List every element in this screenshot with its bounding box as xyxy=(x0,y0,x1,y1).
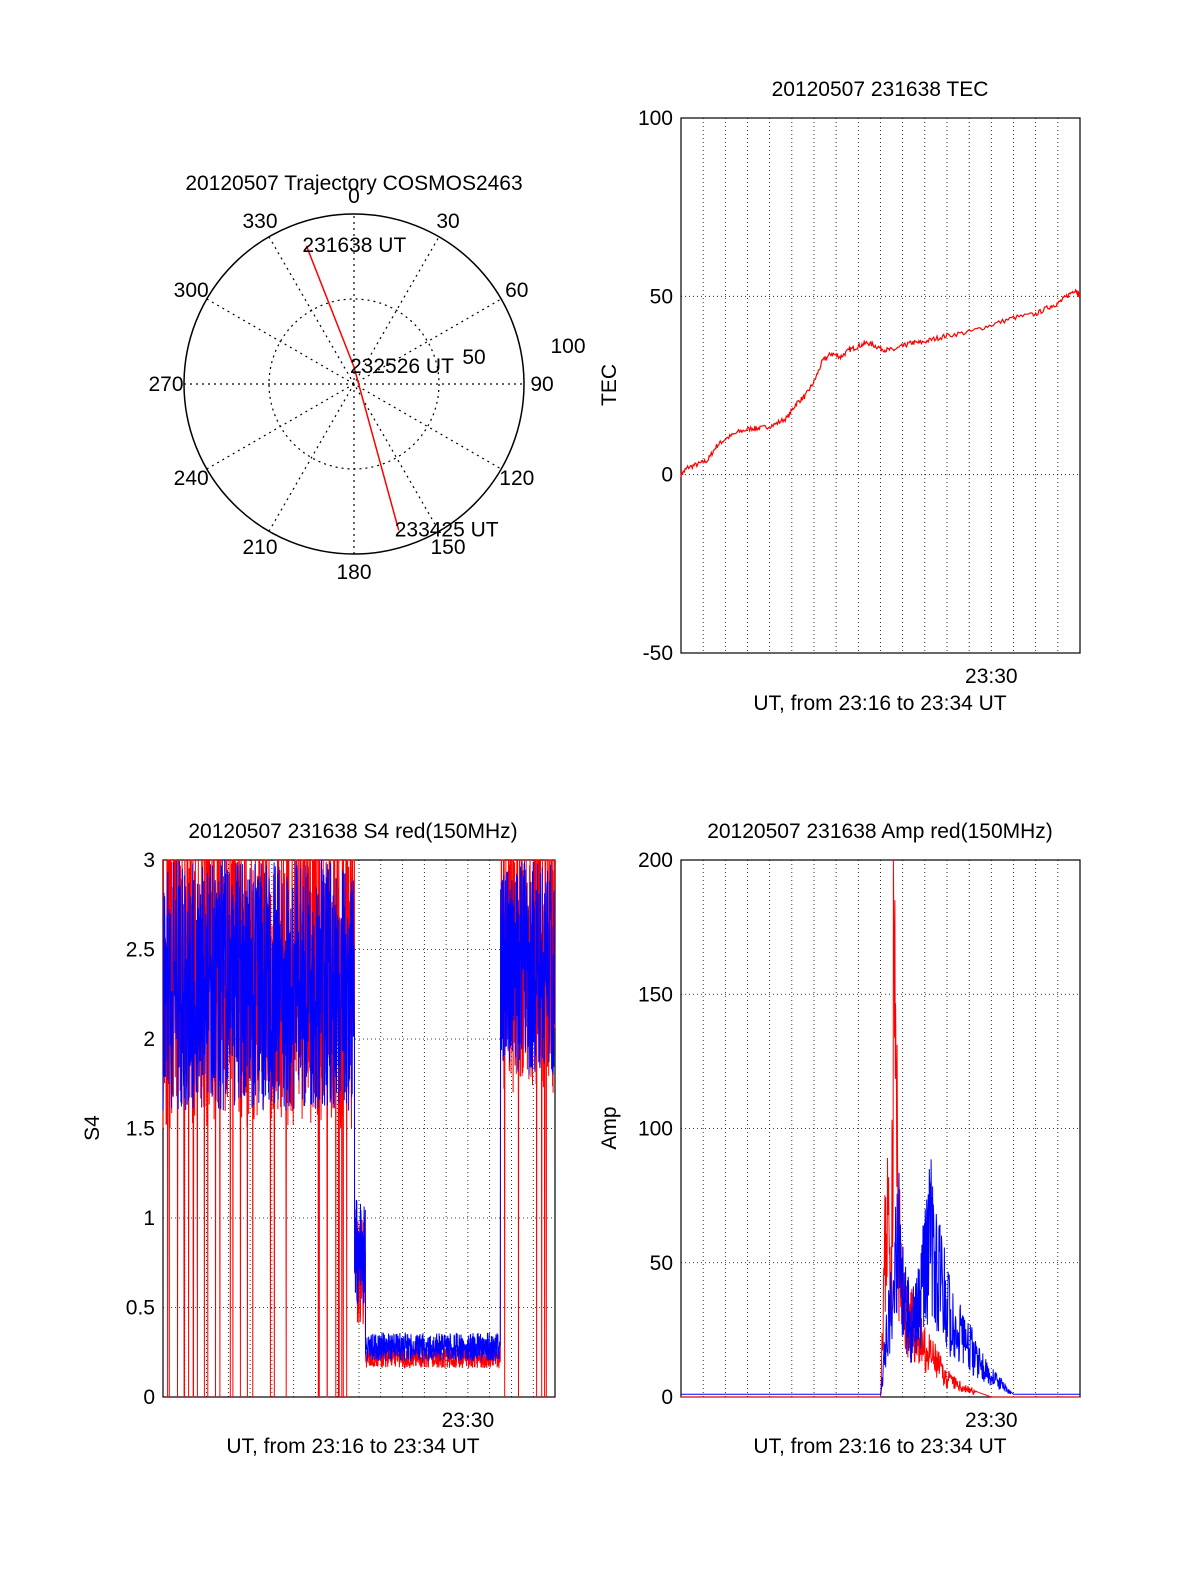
s4-xtick: 23:30 xyxy=(442,1409,495,1432)
polar-spoke-150 xyxy=(268,236,440,532)
tec-ytick-100: 100 xyxy=(638,107,673,130)
s4-ytick-1: 1 xyxy=(143,1207,155,1230)
s4-ytick-0: 0 xyxy=(143,1386,155,1409)
amp-ytick-200: 200 xyxy=(638,849,673,872)
azimuth-label-180: 180 xyxy=(336,561,371,584)
radial-label-50: 50 xyxy=(462,346,485,369)
amp-xtick: 23:30 xyxy=(965,1409,1018,1432)
amp-series-line-0 xyxy=(681,859,1080,1398)
tec-ytick-50: 50 xyxy=(650,285,673,308)
amp-series-line-1 xyxy=(681,1159,1080,1395)
polar-labels: 0 30 60 90 120 150 180 210 240 270 300 330 50 100 xyxy=(148,185,585,584)
tec-title: 20120507 231638 TEC xyxy=(772,78,989,101)
s4-ytick-2.5: 2.5 xyxy=(126,939,155,962)
azimuth-label-60: 60 xyxy=(505,279,528,302)
polar-grid xyxy=(183,213,525,555)
tec-xtick: 23:30 xyxy=(965,665,1018,688)
tec-panel: 20120507 231638 TEC TEC UT, from 23:16 t… xyxy=(598,78,1081,715)
trajectory-point-label-2: 233425 UT xyxy=(395,518,499,541)
amp-ylabel: Amp xyxy=(598,1106,621,1149)
s4-plot-area: 0 0.5 1 1.5 2 2.5 3 23:30 xyxy=(126,849,556,1432)
azimuth-label-120: 120 xyxy=(499,467,534,490)
tec-plot-area: -50 0 50 100 23:30 xyxy=(638,107,1081,688)
azimuth-label-30: 30 xyxy=(436,210,459,233)
amp-ytick-100: 100 xyxy=(638,1118,673,1141)
tec-ytick--50: -50 xyxy=(643,642,673,665)
s4-panel: 20120507 231638 S4 red(150MHz) S4 UT, fr… xyxy=(81,820,556,1458)
tec-ylabel: TEC xyxy=(598,364,621,406)
tec-xlabel: UT, from 23:16 to 23:34 UT xyxy=(753,692,1006,715)
s4-ylabel: S4 xyxy=(81,1115,104,1141)
azimuth-label-210: 210 xyxy=(242,536,277,559)
s4-ytick-2: 2 xyxy=(143,1028,155,1051)
amp-plot-area: 0 50 100 150 200 23:30 xyxy=(638,849,1081,1432)
amp-ytick-50: 50 xyxy=(650,1252,673,1275)
tec-ytick-0: 0 xyxy=(661,464,673,487)
trajectory-line xyxy=(305,245,400,531)
s4-title: 20120507 231638 S4 red(150MHz) xyxy=(188,820,517,843)
amp-panel: 20120507 231638 Amp red(150MHz) Amp UT, … xyxy=(598,820,1081,1458)
azimuth-label-300: 300 xyxy=(174,279,209,302)
amp-ytick-150: 150 xyxy=(638,983,673,1006)
azimuth-label-270: 270 xyxy=(148,373,183,396)
s4-ytick-3: 3 xyxy=(143,849,155,872)
azimuth-label-240: 240 xyxy=(174,467,209,490)
radial-label-100: 100 xyxy=(550,335,585,358)
amp-xlabel: UT, from 23:16 to 23:34 UT xyxy=(753,1435,1006,1458)
trajectory-point-label-1: 232526 UT xyxy=(350,355,454,378)
azimuth-label-150: 150 xyxy=(430,536,465,559)
trajectory-point-label-0: 231638 UT xyxy=(302,234,406,257)
s4-xlabel: UT, from 23:16 to 23:34 UT xyxy=(226,1435,479,1458)
amp-title: 20120507 231638 Amp red(150MHz) xyxy=(707,820,1053,843)
amp-ytick-0: 0 xyxy=(661,1386,673,1409)
azimuth-label-90: 90 xyxy=(530,373,553,396)
tec-frame xyxy=(680,117,1081,654)
s4-ytick-1.5: 1.5 xyxy=(126,1118,155,1141)
trajectory-track: 231638 UT 232526 UT 233425 UT xyxy=(302,234,498,542)
azimuth-label-0: 0 xyxy=(348,185,360,208)
s4-series-line-1 xyxy=(162,859,556,1362)
azimuth-label-330: 330 xyxy=(242,210,277,233)
s4-ytick-0.5: 0.5 xyxy=(126,1297,155,1320)
tec-series-line xyxy=(680,288,1081,478)
trajectory-title: 20120507 Trajectory COSMOS2463 xyxy=(185,172,522,195)
trajectory-panel: 20120507 Trajectory COSMOS2463 0 30 60 90 12… xyxy=(148,172,585,584)
